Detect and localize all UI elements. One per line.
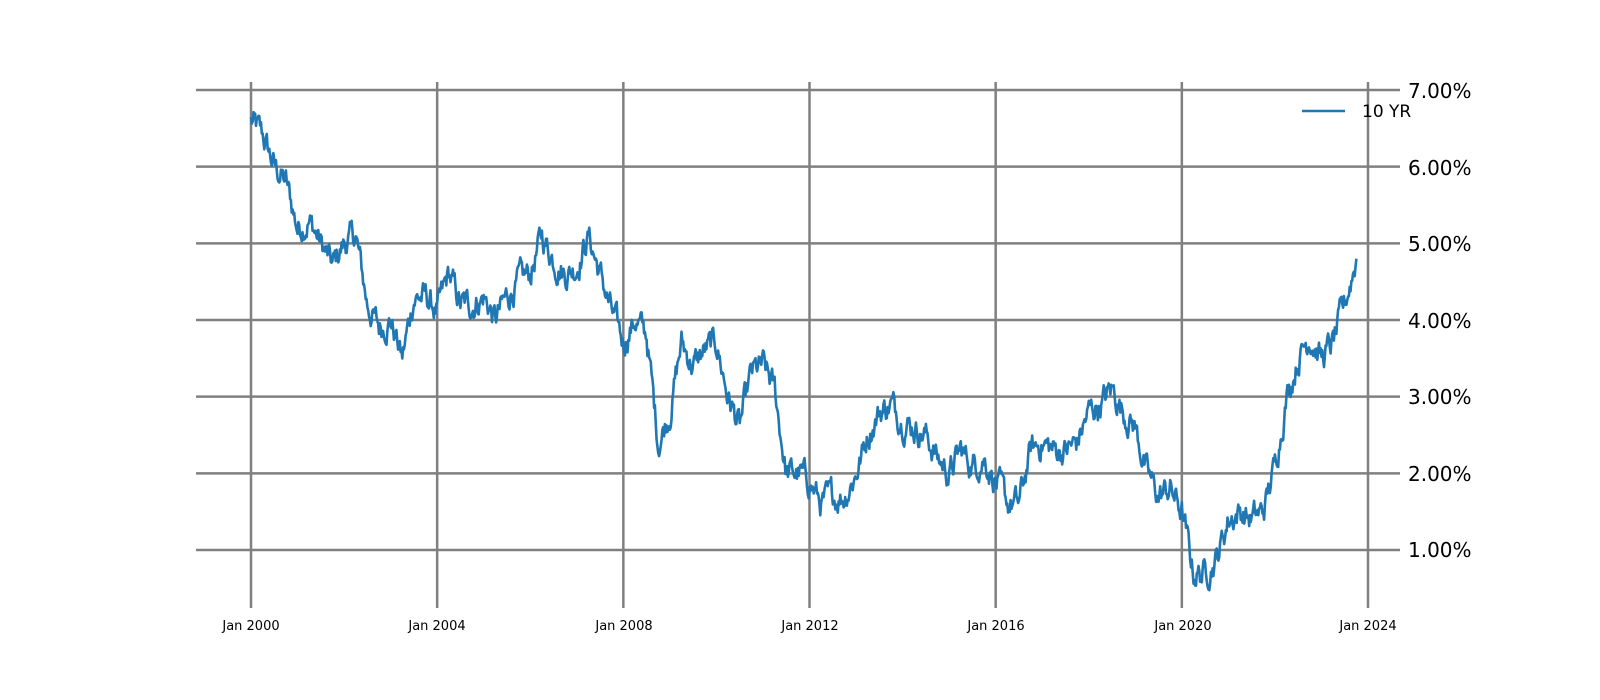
x-tick-label: Jan 2012	[780, 619, 838, 634]
y-axis-right: 1.00% 2.00% 3.00% 4.00% 5.00% 6.00% 7.00…	[1408, 79, 1472, 562]
x-tick-label: Jan 2008	[594, 619, 652, 634]
y-tick-label: 1.00%	[1408, 538, 1472, 562]
y-tick-label: 2.00%	[1408, 462, 1472, 486]
y-tick-label: 7.00%	[1408, 79, 1472, 103]
y-tick-label: 4.00%	[1408, 309, 1472, 333]
x-axis: Jan 2000 Jan 2004 Jan 2008 Jan 2012 Jan …	[221, 619, 1396, 634]
x-tick-label: Jan 2016	[966, 619, 1024, 634]
y-tick-label: 5.00%	[1408, 232, 1472, 256]
x-tick-label: Jan 2024	[1338, 619, 1396, 634]
y-tick-label: 3.00%	[1408, 385, 1472, 409]
vertical-gridlines	[249, 82, 1370, 608]
x-tick-label: Jan 2000	[221, 619, 279, 634]
x-tick-label: Jan 2020	[1153, 619, 1211, 634]
legend-label-10yr: 10 YR	[1362, 102, 1411, 122]
x-tick-label: Jan 2004	[407, 619, 465, 634]
series-10yr	[249, 110, 1358, 592]
horizontal-gridlines	[196, 88, 1400, 552]
y-tick-label: 6.00%	[1408, 156, 1472, 180]
legend: 10 YR	[1302, 102, 1411, 122]
series-line-10yr	[249, 110, 1358, 592]
